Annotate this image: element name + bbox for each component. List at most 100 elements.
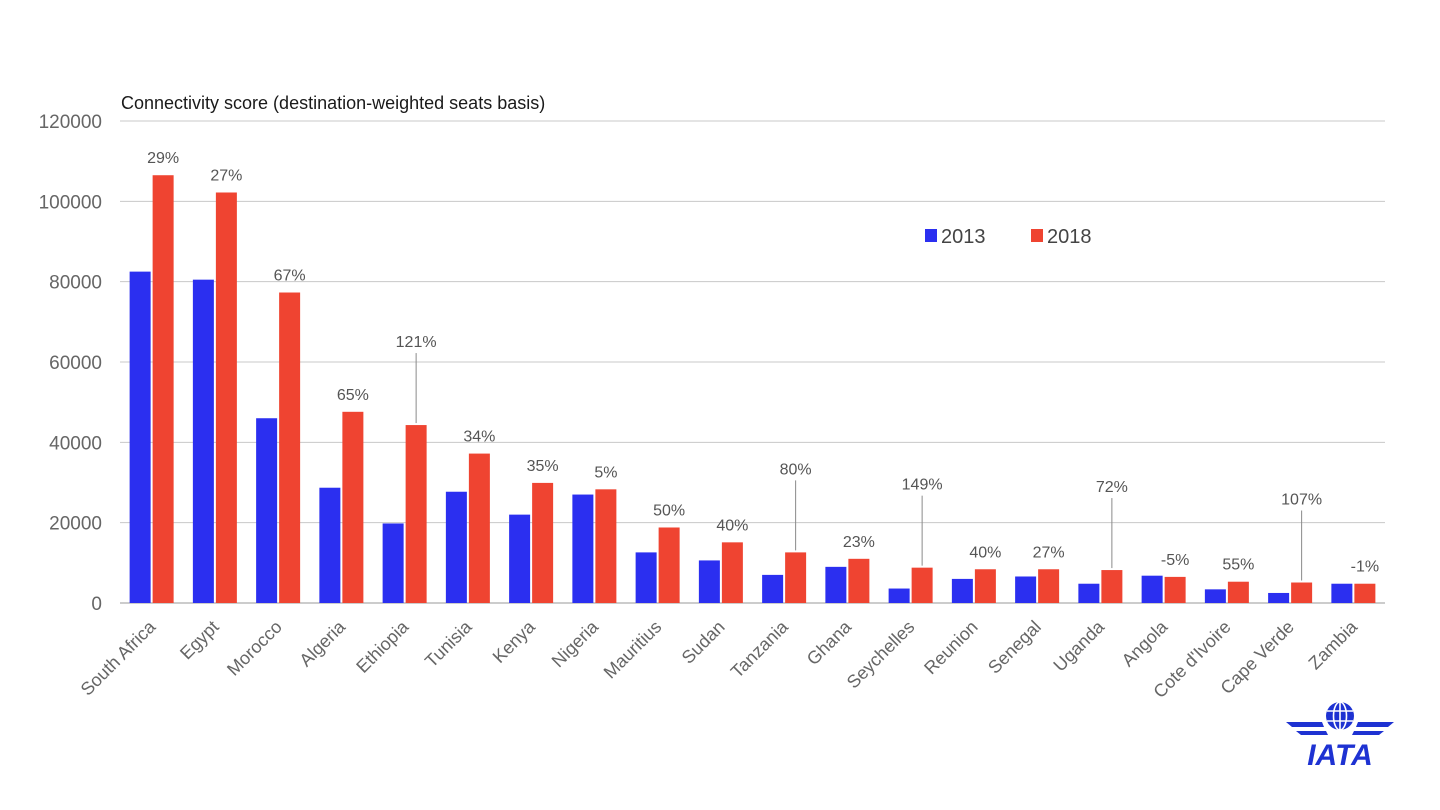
bar-2018 <box>1291 582 1313 603</box>
bar-2018 <box>911 567 933 603</box>
x-tick-label: Reunion <box>920 617 982 679</box>
x-tick-label: Nigeria <box>548 616 603 671</box>
bar-2018 <box>532 482 554 603</box>
bar-2018 <box>1354 583 1376 603</box>
bar-2018 <box>721 542 743 603</box>
change-label: 72% <box>1096 479 1128 496</box>
bar-2013 <box>319 487 341 603</box>
logo-text: IATA <box>1307 739 1373 772</box>
bar-2013 <box>888 588 910 603</box>
x-tick-label: Angola <box>1118 616 1172 670</box>
change-label: 27% <box>1033 544 1065 561</box>
x-tick-label: Kenya <box>489 616 540 667</box>
bar-2018 <box>1227 581 1249 603</box>
y-tick-label: 40000 <box>49 433 102 454</box>
y-tick-label: 60000 <box>49 353 102 374</box>
change-label: 40% <box>969 544 1001 561</box>
bar-2013 <box>129 271 151 603</box>
legend-swatch-2018 <box>1031 229 1043 242</box>
x-tick-label: Algeria <box>295 616 349 670</box>
x-tick-label: Mauritius <box>600 617 666 683</box>
change-label: 5% <box>594 464 617 481</box>
change-label: 34% <box>463 429 495 446</box>
change-label: 149% <box>902 477 943 494</box>
bar-2018 <box>342 411 364 603</box>
y-tick-label: 120000 <box>39 112 102 133</box>
legend: 2013 2018 <box>925 226 1092 248</box>
bar-2018 <box>1164 576 1186 603</box>
bar-2013 <box>1078 583 1100 603</box>
bar-2018 <box>785 552 807 603</box>
change-label: 27% <box>210 167 242 184</box>
x-tick-label: Ethiopia <box>352 616 413 677</box>
change-label: 67% <box>274 268 306 285</box>
bar-2018 <box>215 192 237 603</box>
y-tick-label: 20000 <box>49 514 102 535</box>
legend-label: 2018 <box>1047 226 1092 248</box>
x-tick-label: Tanzania <box>727 616 793 682</box>
y-axis-title: Connectivity score (destination-weighted… <box>121 93 545 113</box>
y-tick-label: 80000 <box>49 273 102 294</box>
bar-2013 <box>1268 592 1290 603</box>
bar-2018 <box>595 489 617 603</box>
bar-2013 <box>635 552 657 603</box>
gridlines <box>120 120 1385 604</box>
bar-2018 <box>1038 569 1060 603</box>
x-tick-label: South Africa <box>77 616 160 699</box>
change-label: 23% <box>843 534 875 551</box>
y-tick-label: 0 <box>91 594 102 615</box>
bar-2013 <box>445 491 467 603</box>
bar-2018 <box>468 453 490 603</box>
bar-2013 <box>572 494 594 603</box>
x-axis-labels: South Africa Egypt Morocco Algeria Ethiopia T… <box>77 616 1362 702</box>
y-axis-ticks: 0 20000 40000 60000 80000 100000 120000 <box>39 112 102 615</box>
change-label: 35% <box>527 458 559 475</box>
change-label: -5% <box>1161 552 1189 569</box>
bar-2013 <box>762 574 784 603</box>
iata-logo: IATA <box>1286 701 1394 772</box>
change-label: 50% <box>653 502 685 519</box>
x-tick-label: Senegal <box>984 617 1045 678</box>
x-tick-label: Seychelles <box>843 617 919 693</box>
bar-2013 <box>509 514 531 603</box>
x-tick-label: Egypt <box>176 617 223 664</box>
bar-2018 <box>848 558 870 603</box>
legend-label: 2013 <box>941 226 986 248</box>
x-tick-label: Morocco <box>223 617 286 680</box>
change-label: 121% <box>396 334 437 351</box>
bar-2018 <box>405 425 427 603</box>
change-label: 65% <box>337 387 369 404</box>
bar-2013 <box>951 578 973 603</box>
bar-2018 <box>974 569 996 603</box>
globe-icon <box>1326 701 1354 731</box>
wings-icon <box>1286 722 1394 735</box>
x-tick-label: Tunisia <box>421 616 476 671</box>
bar-2013 <box>698 560 720 603</box>
y-tick-label: 100000 <box>39 192 102 213</box>
change-label: 40% <box>716 517 748 534</box>
bars <box>129 175 1376 603</box>
bar-2013 <box>382 523 404 603</box>
x-tick-label: Uganda <box>1049 616 1108 675</box>
bar-2013 <box>256 418 278 603</box>
bar-2018 <box>279 292 301 603</box>
x-tick-label: Sudan <box>678 617 729 668</box>
x-tick-label: Zambia <box>1305 616 1362 673</box>
bar-2013 <box>1015 576 1037 603</box>
bar-2013 <box>1141 575 1163 603</box>
bar-2013 <box>1331 583 1353 603</box>
change-label: 80% <box>780 461 812 478</box>
bar-2013 <box>1204 589 1226 603</box>
x-tick-label: Ghana <box>803 616 856 669</box>
change-label: 29% <box>147 150 179 167</box>
change-annotations: 29% 27% 67% 65% 121% 34% 35% 5% 50% 40% 80% 23% 149%… <box>147 150 1379 581</box>
bar-2018 <box>152 175 174 603</box>
change-label: 107% <box>1281 492 1322 509</box>
change-label: -1% <box>1351 559 1379 576</box>
bar-2018 <box>658 527 680 603</box>
bar-2013 <box>825 566 847 603</box>
bar-2013 <box>192 279 214 603</box>
change-label: 55% <box>1222 557 1254 574</box>
legend-swatch-2013 <box>925 229 937 242</box>
